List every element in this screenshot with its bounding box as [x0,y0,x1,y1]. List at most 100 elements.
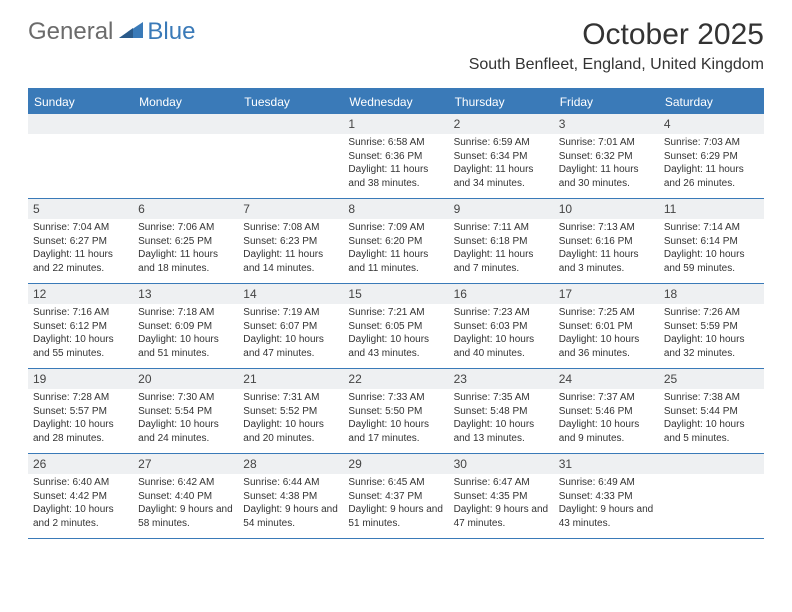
day-number: 8 [343,199,448,219]
sunrise-line: Sunrise: 7:16 AM [33,306,128,320]
sunset-line: Sunset: 6:07 PM [243,320,338,334]
day-cell: 12Sunrise: 7:16 AMSunset: 6:12 PMDayligh… [28,284,133,368]
sunrise-line: Sunrise: 7:04 AM [33,221,128,235]
day-number: 22 [343,369,448,389]
logo-mark-icon [119,20,145,45]
day-cell [238,114,343,198]
day-number: 5 [28,199,133,219]
day-cell: 1Sunrise: 6:58 AMSunset: 6:36 PMDaylight… [343,114,448,198]
daylight-line: Daylight: 10 hours and 59 minutes. [664,248,759,275]
day-number [659,454,764,474]
daylight-line: Daylight: 9 hours and 47 minutes. [454,503,549,530]
sunrise-line: Sunrise: 6:47 AM [454,476,549,490]
daylight-line: Daylight: 10 hours and 36 minutes. [559,333,654,360]
day-number: 26 [28,454,133,474]
day-cell: 20Sunrise: 7:30 AMSunset: 5:54 PMDayligh… [133,369,238,453]
day-number [133,114,238,134]
day-cell: 6Sunrise: 7:06 AMSunset: 6:25 PMDaylight… [133,199,238,283]
day-cell: 28Sunrise: 6:44 AMSunset: 4:38 PMDayligh… [238,454,343,538]
sunset-line: Sunset: 4:42 PM [33,490,128,504]
day-cell: 7Sunrise: 7:08 AMSunset: 6:23 PMDaylight… [238,199,343,283]
weekday-header: Sunday [28,90,133,114]
week-row: 5Sunrise: 7:04 AMSunset: 6:27 PMDaylight… [28,199,764,284]
day-number: 24 [554,369,659,389]
location: South Benfleet, England, United Kingdom [469,56,764,74]
sunset-line: Sunset: 6:23 PM [243,235,338,249]
sunrise-line: Sunrise: 7:37 AM [559,391,654,405]
weekday-header: Saturday [659,90,764,114]
sunset-line: Sunset: 6:36 PM [348,150,443,164]
sunset-line: Sunset: 5:57 PM [33,405,128,419]
weekday-header: Thursday [449,90,554,114]
sunset-line: Sunset: 4:33 PM [559,490,654,504]
day-cell: 11Sunrise: 7:14 AMSunset: 6:14 PMDayligh… [659,199,764,283]
day-info: Sunrise: 7:18 AMSunset: 6:09 PMDaylight:… [138,306,233,360]
sunrise-line: Sunrise: 6:42 AM [138,476,233,490]
sunrise-line: Sunrise: 6:58 AM [348,136,443,150]
day-cell: 27Sunrise: 6:42 AMSunset: 4:40 PMDayligh… [133,454,238,538]
day-info: Sunrise: 7:19 AMSunset: 6:07 PMDaylight:… [243,306,338,360]
sunset-line: Sunset: 5:48 PM [454,405,549,419]
sunrise-line: Sunrise: 7:26 AM [664,306,759,320]
daylight-line: Daylight: 11 hours and 22 minutes. [33,248,128,275]
day-info: Sunrise: 7:06 AMSunset: 6:25 PMDaylight:… [138,221,233,275]
daylight-line: Daylight: 9 hours and 43 minutes. [559,503,654,530]
day-info: Sunrise: 7:38 AMSunset: 5:44 PMDaylight:… [664,391,759,445]
day-number: 29 [343,454,448,474]
day-cell: 22Sunrise: 7:33 AMSunset: 5:50 PMDayligh… [343,369,448,453]
day-number: 14 [238,284,343,304]
sunrise-line: Sunrise: 7:13 AM [559,221,654,235]
day-cell: 24Sunrise: 7:37 AMSunset: 5:46 PMDayligh… [554,369,659,453]
sunset-line: Sunset: 4:35 PM [454,490,549,504]
sunrise-line: Sunrise: 6:40 AM [33,476,128,490]
sunset-line: Sunset: 6:01 PM [559,320,654,334]
day-cell: 18 Sunrise: 7:26 AMSunset: 5:59 PMDayligh… [659,284,764,368]
sunset-line: Sunset: 5:59 PM [664,320,759,334]
day-cell: 23Sunrise: 7:35 AMSunset: 5:48 PMDayligh… [449,369,554,453]
sunrise-line: Sunrise: 7:31 AM [243,391,338,405]
day-number: 10 [554,199,659,219]
daylight-line: Daylight: 11 hours and 26 minutes. [664,163,759,190]
sunrise-line: Sunrise: 7:01 AM [559,136,654,150]
sunset-line: Sunset: 6:16 PM [559,235,654,249]
day-info: Sunrise: 7:11 AMSunset: 6:18 PMDaylight:… [454,221,549,275]
day-cell: 17Sunrise: 7:25 AMSunset: 6:01 PMDayligh… [554,284,659,368]
sunrise-line: Sunrise: 7:30 AM [138,391,233,405]
daylight-line: Daylight: 11 hours and 30 minutes. [559,163,654,190]
day-info: Sunrise: 7:30 AMSunset: 5:54 PMDaylight:… [138,391,233,445]
day-info: Sunrise: 7:08 AMSunset: 6:23 PMDaylight:… [243,221,338,275]
sunset-line: Sunset: 6:12 PM [33,320,128,334]
daylight-line: Daylight: 10 hours and 51 minutes. [138,333,233,360]
sunrise-line: Sunrise: 7:33 AM [348,391,443,405]
day-cell [28,114,133,198]
day-cell: 30 Sunrise: 6:47 AMSunset: 4:35 PMDayligh… [449,454,554,538]
day-cell: 3Sunrise: 7:01 AMSunset: 6:32 PMDaylight… [554,114,659,198]
day-info: Sunrise: 6:45 AMSunset: 4:37 PMDaylight:… [348,476,443,530]
day-cell: 26Sunrise: 6:40 AMSunset: 4:42 PMDayligh… [28,454,133,538]
day-number: 23 [449,369,554,389]
day-info: Sunrise: 7:01 AMSunset: 6:32 PMDaylight:… [559,136,654,190]
day-info: Sunrise: 7:04 AMSunset: 6:27 PMDaylight:… [33,221,128,275]
weekday-header: Monday [133,90,238,114]
day-info: Sunrise: 7:35 AMSunset: 5:48 PMDaylight:… [454,391,549,445]
day-cell: 2Sunrise: 6:59 AMSunset: 6:34 PMDaylight… [449,114,554,198]
logo: General Blue [28,18,195,46]
sunrise-line: Sunrise: 7:03 AM [664,136,759,150]
page-title: October 2025 [469,18,764,52]
day-number: 21 [238,369,343,389]
sunrise-line: Sunrise: 7:19 AM [243,306,338,320]
sunset-line: Sunset: 6:14 PM [664,235,759,249]
day-cell: 8Sunrise: 7:09 AMSunset: 6:20 PMDaylight… [343,199,448,283]
day-info: Sunrise: 7:13 AMSunset: 6:16 PMDaylight:… [559,221,654,275]
day-info: Sunrise: 7:21 AMSunset: 6:05 PMDaylight:… [348,306,443,360]
sunset-line: Sunset: 6:34 PM [454,150,549,164]
day-number: 25 [659,369,764,389]
daylight-line: Daylight: 10 hours and 32 minutes. [664,333,759,360]
sunset-line: Sunset: 6:32 PM [559,150,654,164]
week-row: 19Sunrise: 7:28 AMSunset: 5:57 PMDayligh… [28,369,764,454]
sunrise-line: Sunrise: 7:35 AM [454,391,549,405]
day-number: 30 [449,454,554,474]
day-number: 4 [659,114,764,134]
sunrise-line: Sunrise: 6:44 AM [243,476,338,490]
day-number: 18 [659,284,764,304]
